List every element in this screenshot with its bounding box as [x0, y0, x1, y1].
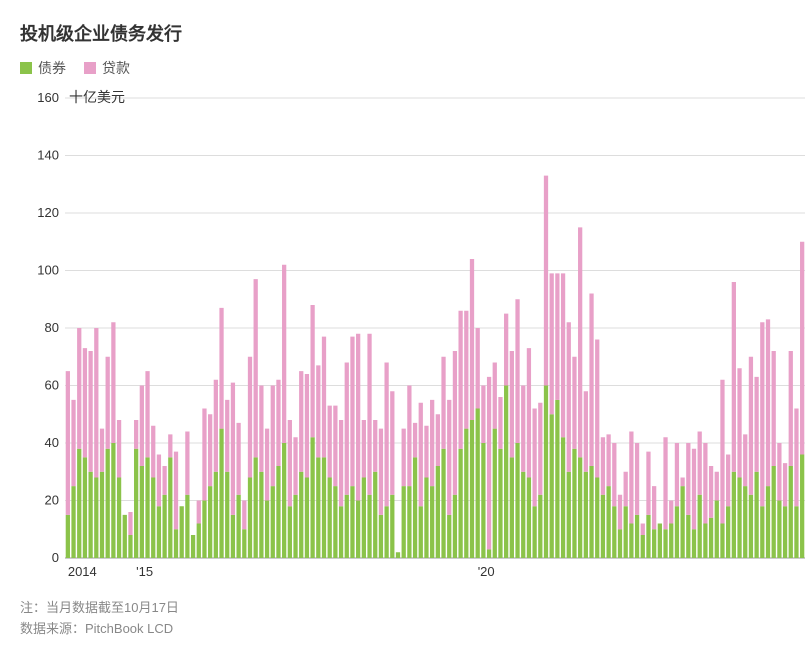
svg-text:140: 140: [37, 148, 59, 163]
svg-text:0: 0: [52, 550, 59, 565]
legend-label-bonds: 债券: [38, 58, 66, 78]
svg-text:2014: 2014: [68, 564, 97, 579]
chart-area: 0 20 40 60 80 100 120 140 160 十亿美元 2014 '15 '20: [20, 88, 801, 588]
footer-source: 数据来源：PitchBook LCD: [20, 619, 801, 640]
svg-text:120: 120: [37, 205, 59, 220]
chart-title: 投机级企业债务发行: [20, 20, 801, 46]
legend: 债券 贷款: [20, 58, 801, 78]
swatch-bonds: [20, 62, 32, 74]
footer-note: 注：当月数据截至10月17日: [20, 598, 801, 619]
svg-text:100: 100: [37, 263, 59, 278]
legend-item-bonds: 债券: [20, 58, 66, 78]
chart-footer: 注：当月数据截至10月17日 数据来源：PitchBook LCD: [20, 598, 801, 640]
svg-text:60: 60: [45, 378, 59, 393]
svg-text:'15: '15: [136, 564, 153, 579]
svg-text:160: 160: [37, 90, 59, 105]
chart-svg: 0 20 40 60 80 100 120 140 160 十亿美元 2014 '15 '20: [20, 88, 811, 588]
svg-text:80: 80: [45, 320, 59, 335]
svg-text:20: 20: [45, 493, 59, 508]
svg-text:十亿美元: 十亿美元: [69, 89, 125, 105]
legend-item-loans: 贷款: [84, 58, 130, 78]
legend-label-loans: 贷款: [102, 58, 130, 78]
svg-text:40: 40: [45, 435, 59, 450]
swatch-loans: [84, 62, 96, 74]
svg-text:'20: '20: [478, 564, 495, 579]
